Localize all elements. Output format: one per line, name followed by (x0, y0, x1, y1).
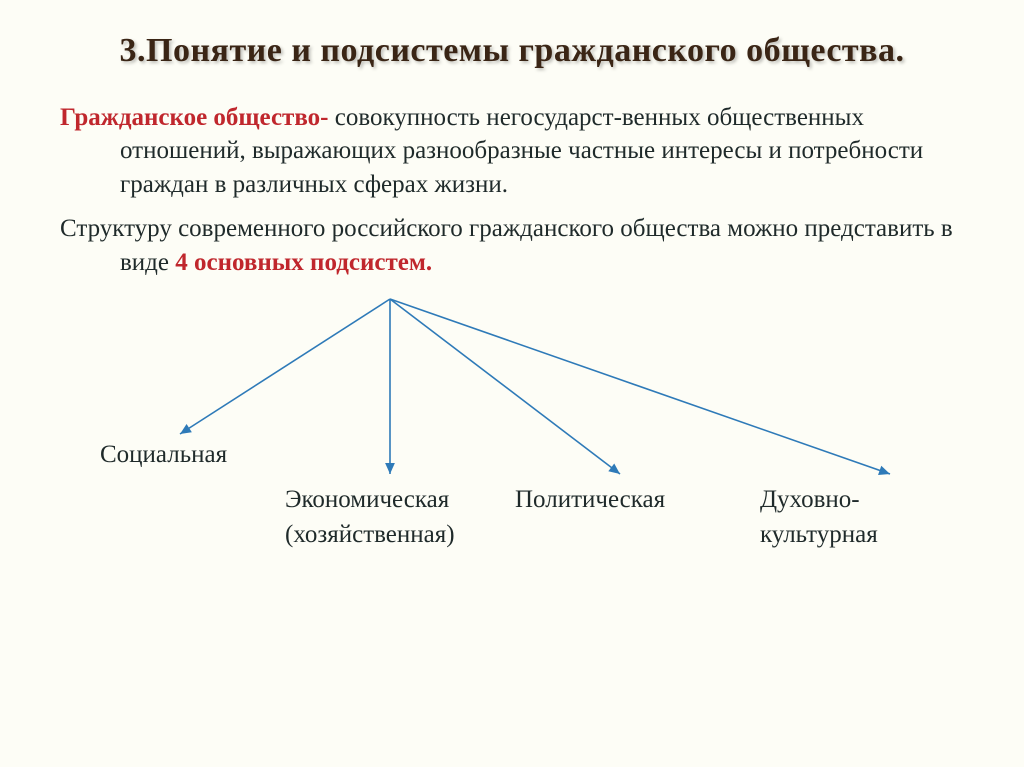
subsystem-label: Политическая (515, 484, 665, 517)
slide: 3.Понятие и подсистемы гражданского обще… (0, 0, 1024, 767)
subsystem-label: культурная (760, 519, 878, 552)
definition-term: Гражданское общество- (60, 104, 328, 131)
definition-paragraph: Гражданское общество- совокупность негос… (60, 101, 964, 202)
subsystem-label: Социальная (100, 439, 227, 472)
subsystem-label: Экономическая (285, 484, 449, 517)
subsystem-label: Духовно- (760, 484, 860, 517)
structure-paragraph: Структуру современного российского гражд… (60, 212, 964, 280)
subsystem-diagram: Социальная Экономическая(хозяйственная) По… (60, 289, 964, 549)
structure-highlight: 4 основных подсистем. (175, 249, 432, 276)
subsystem-label: (хозяйственная) (285, 519, 455, 552)
slide-title: 3.Понятие и подсистемы гражданского обще… (60, 30, 964, 73)
